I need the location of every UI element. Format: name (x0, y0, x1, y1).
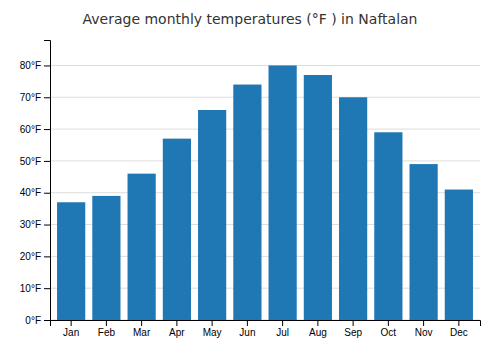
bar (128, 174, 156, 320)
x-tick-label: Apr (169, 327, 185, 338)
x-tick-mark (71, 320, 72, 326)
x-tick: May (203, 320, 222, 338)
x-tick-mark (212, 320, 213, 326)
y-tick-label: 40°F (20, 187, 41, 198)
y-tick: 80°F (20, 60, 50, 71)
x-tick-mark (388, 320, 389, 326)
bar (339, 97, 367, 320)
bar (410, 164, 438, 320)
y-tick-mark (44, 161, 50, 162)
bar (57, 202, 85, 320)
x-tick-mark (282, 320, 283, 326)
y-tick-mark (44, 256, 50, 257)
x-tick-mark (458, 320, 459, 326)
bar (445, 190, 473, 320)
y-tick-label: 60°F (20, 124, 41, 135)
y-tick-mark (44, 225, 50, 226)
y-tick-label: 30°F (20, 219, 41, 230)
x-tick-label: Mar (133, 327, 151, 338)
x-tick-label: Jun (239, 327, 255, 338)
x-tick-label: Jan (63, 327, 79, 338)
bar (163, 139, 191, 320)
x-tick-label: Nov (415, 327, 433, 338)
y-tick-mark (44, 97, 50, 98)
y-tick: 50°F (20, 156, 50, 167)
y-tick-label: 0°F (25, 315, 41, 326)
x-tick-mark (141, 320, 142, 326)
y-tick-mark (44, 193, 50, 194)
bar (304, 75, 332, 320)
x-tick: Dec (450, 320, 468, 338)
x-tick-label: Oct (381, 327, 397, 338)
x-tick-label: Aug (309, 327, 327, 338)
y-tick: 30°F (20, 219, 50, 230)
x-tick-mark (353, 320, 354, 326)
grid-line (50, 65, 480, 66)
plot: Jan Feb Mar Apr May Jun Jul Aug Sep Oct Nov Dec 0°F 1… (20, 41, 481, 339)
y-tick-mark (44, 65, 50, 66)
y-tick: 70°F (20, 92, 50, 103)
y-tick-label: 80°F (20, 60, 41, 71)
x-tick: Jul (276, 320, 289, 338)
x-tick: Feb (98, 320, 116, 338)
y-tick-mark (44, 320, 50, 321)
y-axis: 0°F 10°F 20°F 30°F 40°F 50°F 60°F 70°F 80°F (20, 41, 51, 326)
y-tick-label: 50°F (20, 156, 41, 167)
y-axis-line (44, 41, 51, 321)
x-tick-label: Feb (98, 327, 116, 338)
x-tick-mark (106, 320, 107, 326)
x-axis: Jan Feb Mar Apr May Jun Jul Aug Sep Oct Nov Dec (51, 320, 481, 338)
grid (50, 65, 480, 320)
y-tick: 0°F (25, 315, 50, 326)
y-tick: 40°F (20, 187, 50, 198)
x-tick-mark (247, 320, 248, 326)
bar (374, 132, 402, 320)
bar (269, 65, 297, 320)
y-tick-label: 20°F (20, 251, 41, 262)
x-tick-mark (317, 320, 318, 326)
grid-line (50, 160, 480, 161)
y-tick: 20°F (20, 251, 50, 262)
grid-line (50, 97, 480, 98)
bars (57, 65, 473, 320)
x-tick-label: May (203, 327, 222, 338)
grid-line (50, 129, 480, 130)
x-tick-label: Sep (344, 327, 362, 338)
bar (198, 110, 226, 320)
x-tick: Oct (381, 320, 397, 338)
bar (92, 196, 120, 320)
x-tick: Sep (344, 320, 362, 338)
x-tick-mark (423, 320, 424, 326)
x-tick: Jan (63, 320, 79, 338)
title: Average monthly temperatures (°F ) in Na… (83, 11, 418, 27)
x-tick: Nov (415, 320, 433, 338)
y-tick-mark (44, 288, 50, 289)
chart: Average monthly temperatures (°F ) in Na… (0, 0, 500, 350)
x-tick-label: Jul (276, 327, 289, 338)
x-tick: Mar (133, 320, 151, 338)
y-tick: 60°F (20, 124, 50, 135)
x-tick: Jun (239, 320, 255, 338)
y-tick-mark (44, 129, 50, 130)
x-tick-label: Dec (450, 327, 468, 338)
x-tick-mark (176, 320, 177, 326)
x-tick: Apr (169, 320, 185, 338)
x-axis-line (51, 321, 481, 327)
bar (233, 85, 261, 320)
y-tick-label: 70°F (20, 92, 41, 103)
y-tick-label: 10°F (20, 283, 41, 294)
y-tick: 10°F (20, 283, 50, 294)
x-tick: Aug (309, 320, 327, 338)
